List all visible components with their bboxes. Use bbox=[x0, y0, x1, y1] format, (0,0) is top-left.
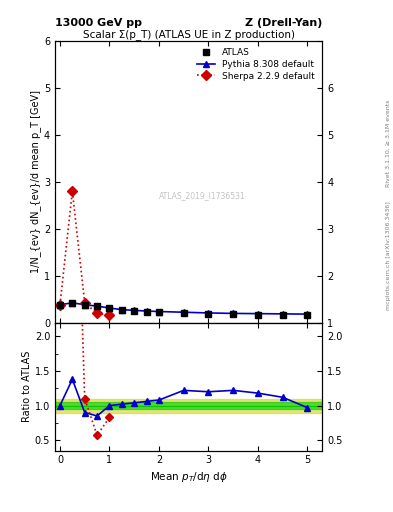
Pythia 8.308 default bbox=[231, 310, 235, 316]
Text: ATLAS_2019_I1736531: ATLAS_2019_I1736531 bbox=[159, 191, 245, 200]
Legend: ATLAS, Pythia 8.308 default, Sherpa 2.2.9 default: ATLAS, Pythia 8.308 default, Sherpa 2.2.… bbox=[194, 46, 318, 83]
Pythia 8.308 default bbox=[95, 303, 99, 309]
Pythia 8.308 default bbox=[156, 308, 161, 314]
ATLAS bbox=[255, 311, 260, 317]
Pythia 8.308 default bbox=[305, 311, 310, 317]
Y-axis label: Ratio to ATLAS: Ratio to ATLAS bbox=[22, 351, 32, 422]
Pythia 8.308 default bbox=[70, 300, 75, 306]
Sherpa 2.2.9 default bbox=[95, 310, 99, 316]
Line: Sherpa 2.2.9 default: Sherpa 2.2.9 default bbox=[57, 188, 113, 319]
Pythia 8.308 default bbox=[119, 307, 124, 313]
Pythia 8.308 default bbox=[255, 311, 260, 317]
Bar bbox=[55, 402, 322, 409]
Pythia 8.308 default bbox=[83, 302, 87, 308]
ATLAS bbox=[280, 312, 285, 318]
Pythia 8.308 default bbox=[144, 308, 149, 314]
ATLAS bbox=[231, 311, 235, 317]
Text: Z (Drell-Yan): Z (Drell-Yan) bbox=[245, 18, 322, 28]
ATLAS bbox=[144, 309, 149, 315]
ATLAS bbox=[58, 302, 62, 308]
Sherpa 2.2.9 default bbox=[83, 300, 87, 306]
Y-axis label: 1/N_{ev} dN_{ev}/d mean p_T [GeV]: 1/N_{ev} dN_{ev}/d mean p_T [GeV] bbox=[30, 90, 41, 273]
ATLAS bbox=[181, 310, 186, 316]
ATLAS bbox=[206, 311, 211, 317]
Title: Scalar Σ(p_T) (ATLAS UE in Z production): Scalar Σ(p_T) (ATLAS UE in Z production) bbox=[83, 29, 295, 40]
ATLAS bbox=[132, 308, 136, 314]
ATLAS bbox=[119, 307, 124, 313]
ATLAS bbox=[95, 303, 99, 309]
Pythia 8.308 default bbox=[206, 310, 211, 316]
ATLAS bbox=[70, 300, 75, 306]
Sherpa 2.2.9 default bbox=[107, 312, 112, 318]
Pythia 8.308 default bbox=[280, 311, 285, 317]
ATLAS bbox=[305, 312, 310, 318]
Sherpa 2.2.9 default bbox=[70, 188, 75, 194]
Line: ATLAS: ATLAS bbox=[57, 300, 311, 318]
Text: Rivet 3.1.10, ≥ 3.1M events: Rivet 3.1.10, ≥ 3.1M events bbox=[386, 100, 391, 187]
Pythia 8.308 default bbox=[58, 302, 62, 308]
Line: Pythia 8.308 default: Pythia 8.308 default bbox=[57, 300, 311, 317]
Text: mcplots.cern.ch [arXiv:1306.3436]: mcplots.cern.ch [arXiv:1306.3436] bbox=[386, 202, 391, 310]
ATLAS bbox=[156, 309, 161, 315]
Pythia 8.308 default bbox=[132, 307, 136, 313]
Pythia 8.308 default bbox=[107, 305, 112, 311]
ATLAS bbox=[107, 305, 112, 311]
Pythia 8.308 default bbox=[181, 309, 186, 315]
X-axis label: Mean $p_T$/d$\eta$ d$\phi$: Mean $p_T$/d$\eta$ d$\phi$ bbox=[150, 470, 228, 484]
Bar bbox=[55, 399, 322, 413]
ATLAS bbox=[83, 302, 87, 308]
Sherpa 2.2.9 default bbox=[58, 302, 62, 308]
Text: 13000 GeV pp: 13000 GeV pp bbox=[55, 18, 142, 28]
